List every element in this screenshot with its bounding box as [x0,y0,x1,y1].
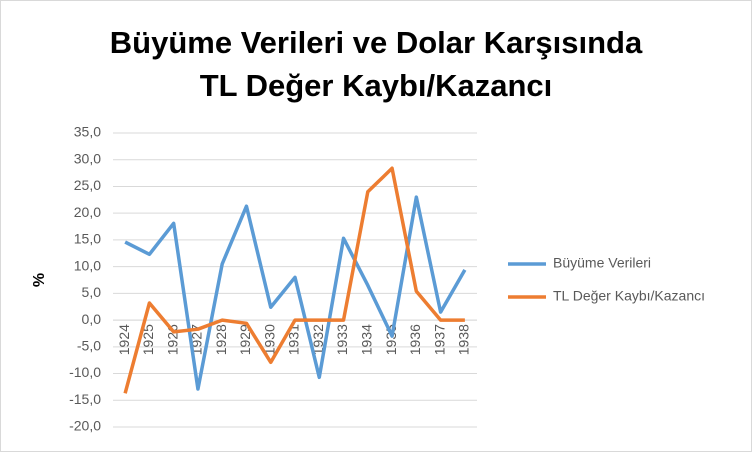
y-tick-label: -10,0 [69,364,101,380]
series-line [123,166,465,394]
chart-title: TL Değer Kaybı/Kazancı [200,68,553,103]
chart-title: Büyüme Verileri ve Dolar Karşısında [110,25,643,60]
x-tick-label: 1929 [237,324,253,355]
y-tick-label: 5,0 [82,284,102,300]
x-tick-label: 1938 [456,324,472,355]
x-tick-label: 1930 [261,324,277,355]
x-tick-label: 1934 [359,324,375,355]
x-tick-label: 1932 [310,324,326,355]
legend-label: TL Değer Kaybı/Kazancı [553,288,705,304]
y-axis-label: % [31,273,48,287]
x-tick-label: 1925 [140,324,156,355]
x-tick-label: 1928 [213,324,229,355]
y-tick-label: 35,0 [74,124,101,140]
legend-label: Büyüme Verileri [553,255,651,271]
x-tick-label: 1924 [116,324,132,355]
y-tick-label: 10,0 [74,257,101,273]
y-tick-label: 30,0 [74,150,101,166]
y-tick-label: 0,0 [82,311,102,327]
x-tick-label: 1935 [383,324,399,355]
y-tick-label: -20,0 [69,418,101,434]
y-tick-label: 25,0 [74,177,101,193]
x-tick-label: 1937 [431,324,447,355]
y-tick-label: 15,0 [74,231,101,247]
x-tick-label: 1933 [334,324,350,355]
y-tick-label: -15,0 [69,391,101,407]
y-tick-label: -5,0 [77,338,101,354]
x-tick-label: 1936 [407,324,423,355]
y-tick-label: 20,0 [74,204,101,220]
